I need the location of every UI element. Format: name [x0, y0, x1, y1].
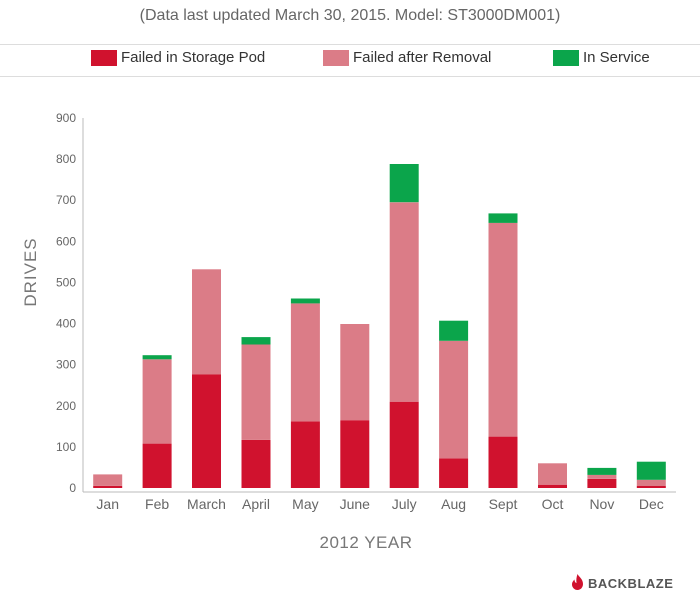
bar-segment-july-series-1[interactable] — [389, 401, 419, 488]
legend-item-failed-after-removal[interactable]: Failed after Removal — [323, 49, 491, 66]
legend-swatch-failed-after-removal — [323, 49, 349, 66]
legend-label-in-service: In Service — [583, 49, 650, 66]
bar-segment-sept-series-2[interactable] — [488, 222, 518, 437]
y-tick-label: 400 — [56, 317, 76, 331]
legend-swatch-failed-in-pod — [91, 49, 117, 66]
x-axis-title: 2012 YEAR — [319, 533, 412, 552]
x-tick-label: March — [187, 496, 226, 512]
brand-name: BACKBLAZE — [588, 576, 674, 591]
bar-segment-nov-series-3[interactable] — [587, 467, 617, 475]
legend-label-failed-in-pod: Failed in Storage Pod — [121, 49, 266, 66]
bar-segment-aug-series-2[interactable] — [439, 340, 469, 459]
backblaze-flame-icon — [571, 574, 584, 593]
legend-item-failed-in-pod[interactable]: Failed in Storage Pod — [91, 49, 265, 66]
bar-segment-dec-series-1[interactable] — [636, 485, 666, 488]
y-tick-label: 300 — [56, 358, 76, 372]
bar-segment-nov-series-1[interactable] — [587, 479, 617, 488]
y-tick-label: 800 — [56, 152, 76, 166]
x-tick-label: July — [392, 496, 417, 512]
legend-item-in-service[interactable]: In Service — [553, 49, 650, 66]
bar-segment-july-series-2[interactable] — [389, 202, 419, 402]
bar-segment-may-series-2[interactable] — [290, 303, 320, 422]
y-tick-label: 0 — [69, 481, 76, 495]
y-tick-label: 200 — [56, 399, 76, 413]
bar-segment-may-series-3[interactable] — [290, 298, 320, 304]
y-axis-ticks: 0 100 200 300 400 500 600 700 800 900 — [56, 111, 76, 495]
bar-segment-april-series-1[interactable] — [241, 439, 271, 488]
x-axis-tick-labels: Jan Feb March April May June July Aug Sept Oct Nov… — [96, 496, 663, 512]
bar-segment-dec-series-2[interactable] — [636, 479, 666, 486]
bar-segment-july-series-3[interactable] — [389, 164, 419, 203]
bar-segment-june-series-2[interactable] — [340, 324, 370, 421]
x-tick-label: Sept — [489, 496, 518, 512]
x-tick-label: Nov — [589, 496, 614, 512]
chart-subtitle: (Data last updated March 30, 2015. Model… — [139, 7, 561, 24]
bar-segment-may-series-1[interactable] — [290, 421, 320, 488]
bar-segment-dec-series-3[interactable] — [636, 461, 666, 480]
legend-label-failed-after-removal: Failed after Removal — [353, 49, 492, 66]
bar-segment-feb-series-1[interactable] — [142, 443, 172, 488]
bars-group — [93, 164, 666, 488]
header-divider-bottom — [0, 76, 700, 77]
header-divider-top — [0, 44, 700, 45]
bar-segment-feb-series-3[interactable] — [142, 355, 172, 360]
y-tick-label: 600 — [56, 234, 76, 248]
bar-segment-oct-series-1[interactable] — [538, 484, 567, 488]
bar-segment-jan-series-1[interactable] — [93, 485, 123, 488]
x-tick-label: June — [340, 496, 371, 512]
backblaze-brand: BACKBLAZE — [571, 574, 673, 593]
bar-segment-march-series-2[interactable] — [192, 269, 221, 375]
x-tick-label: Oct — [542, 496, 564, 512]
bar-segment-aug-series-3[interactable] — [439, 320, 469, 341]
bar-segment-march-series-1[interactable] — [192, 374, 221, 489]
x-tick-label: May — [292, 496, 318, 512]
bar-segment-sept-series-3[interactable] — [488, 213, 518, 223]
x-tick-label: April — [242, 496, 270, 512]
x-tick-label: Feb — [145, 496, 169, 512]
bar-segment-nov-series-2[interactable] — [587, 474, 617, 479]
x-tick-label: Dec — [639, 496, 664, 512]
bar-segment-jan-series-2[interactable] — [93, 474, 123, 486]
y-tick-label: 500 — [56, 275, 76, 289]
bar-segment-oct-series-2[interactable] — [538, 463, 567, 485]
legend-swatch-in-service — [553, 49, 579, 66]
y-tick-label: 100 — [56, 440, 76, 454]
bar-segment-feb-series-2[interactable] — [142, 359, 172, 444]
bar-segment-april-series-2[interactable] — [241, 344, 271, 440]
y-tick-label: 700 — [56, 193, 76, 207]
bar-segment-june-series-1[interactable] — [340, 420, 370, 488]
y-axis-title: DRIVES — [21, 237, 40, 306]
bar-segment-sept-series-1[interactable] — [488, 436, 518, 488]
y-tick-label: 900 — [56, 111, 76, 125]
bar-segment-april-series-3[interactable] — [241, 337, 271, 345]
bar-segment-aug-series-1[interactable] — [439, 458, 469, 488]
x-tick-label: Jan — [96, 496, 119, 512]
x-tick-label: Aug — [441, 496, 466, 512]
chart-legend: Failed in Storage Pod Failed after Remov… — [0, 49, 700, 75]
